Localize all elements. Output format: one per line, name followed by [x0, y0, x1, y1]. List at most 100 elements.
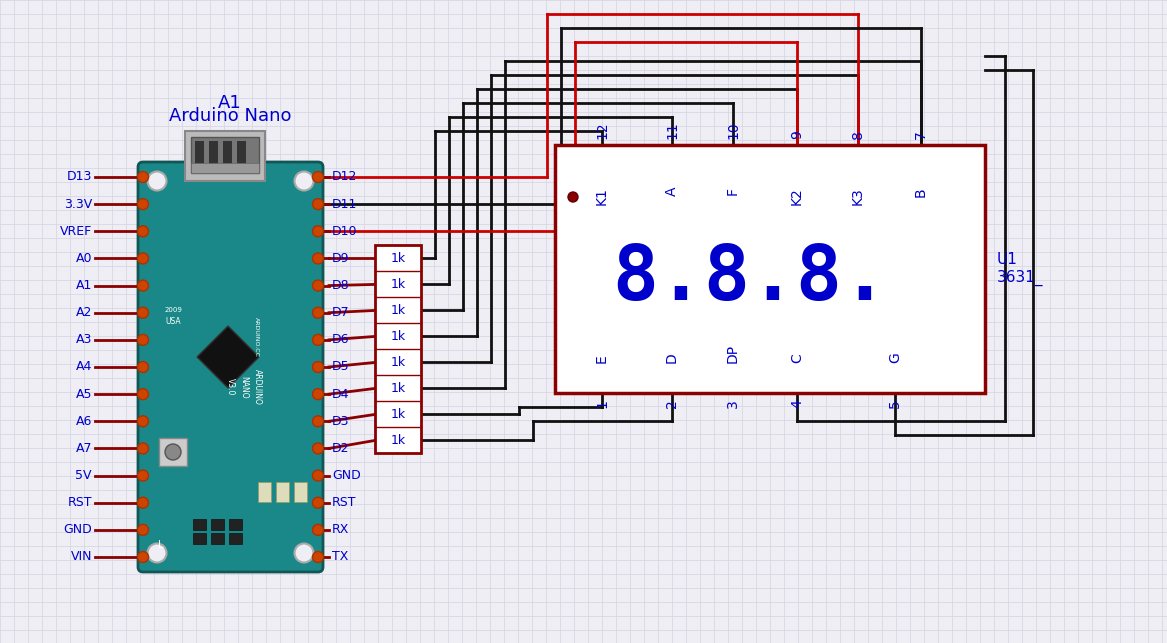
Text: D5: D5 [331, 361, 350, 374]
Text: TX: TX [331, 550, 349, 563]
Circle shape [138, 388, 148, 400]
Circle shape [138, 199, 148, 210]
Text: 2: 2 [665, 399, 679, 408]
Text: A7: A7 [76, 442, 92, 455]
Circle shape [313, 280, 323, 291]
Circle shape [313, 199, 323, 210]
Polygon shape [197, 326, 259, 388]
Text: G: G [888, 352, 902, 363]
Text: 4: 4 [790, 399, 804, 408]
Text: 1k: 1k [391, 252, 406, 265]
Circle shape [313, 361, 323, 372]
Bar [229, 533, 242, 544]
Circle shape [138, 172, 148, 183]
Text: 7: 7 [914, 131, 928, 139]
Bar [375, 246, 421, 453]
Text: B: B [914, 187, 928, 197]
Bar [229, 519, 242, 530]
Circle shape [313, 416, 323, 427]
Text: A1: A1 [218, 94, 242, 112]
Circle shape [138, 443, 148, 454]
Circle shape [568, 192, 578, 202]
Circle shape [147, 543, 167, 563]
Bar [193, 519, 207, 530]
Bar [193, 533, 207, 544]
Text: D4: D4 [331, 388, 349, 401]
Circle shape [313, 172, 323, 183]
Bar [191, 137, 259, 173]
Circle shape [165, 444, 181, 460]
Text: D10: D10 [331, 225, 357, 238]
Text: 9: 9 [790, 130, 804, 139]
Bar [195, 141, 204, 167]
Text: 5V: 5V [76, 469, 92, 482]
Text: A4: A4 [76, 361, 92, 374]
Text: USA: USA [166, 318, 181, 327]
FancyBboxPatch shape [138, 162, 323, 572]
Bar [211, 533, 224, 544]
Circle shape [147, 172, 167, 190]
Circle shape [313, 388, 323, 400]
Text: U1
3631_: U1 3631_ [997, 252, 1043, 285]
Text: A1: A1 [76, 279, 92, 292]
Text: 11: 11 [665, 122, 679, 139]
Circle shape [313, 497, 323, 508]
Circle shape [313, 552, 323, 563]
Text: RX: RX [331, 523, 349, 536]
Text: A0: A0 [76, 252, 92, 265]
Bar [294, 482, 307, 502]
Text: VREF: VREF [60, 225, 92, 238]
Text: RST: RST [331, 496, 356, 509]
Text: A: A [665, 187, 679, 197]
Circle shape [294, 543, 314, 563]
Text: GND: GND [331, 469, 361, 482]
Text: 1k: 1k [391, 434, 406, 447]
Circle shape [138, 307, 148, 318]
Text: 10: 10 [726, 122, 740, 139]
Circle shape [138, 280, 148, 291]
Text: ARDUINO
NANO
V3.0: ARDUINO NANO V3.0 [226, 369, 261, 405]
Text: F: F [726, 187, 740, 195]
Text: D3: D3 [331, 415, 349, 428]
Circle shape [313, 307, 323, 318]
Text: 3.3V: 3.3V [64, 197, 92, 211]
Circle shape [138, 361, 148, 372]
Text: E: E [595, 354, 609, 363]
Bar [191, 163, 259, 173]
Text: C: C [790, 353, 804, 363]
Bar [555, 145, 985, 393]
Circle shape [138, 470, 148, 481]
Circle shape [294, 172, 314, 190]
Text: A5: A5 [76, 388, 92, 401]
Text: VIN: VIN [70, 550, 92, 563]
Text: ARDUINO.CC: ARDUINO.CC [253, 317, 259, 357]
Circle shape [313, 443, 323, 454]
Circle shape [138, 334, 148, 345]
Text: K3: K3 [851, 187, 865, 204]
Text: D11: D11 [331, 197, 357, 211]
Text: 1k: 1k [391, 330, 406, 343]
Text: D7: D7 [331, 306, 350, 319]
Text: 3: 3 [726, 399, 740, 408]
Circle shape [313, 334, 323, 345]
Bar [277, 482, 289, 502]
Text: 1k: 1k [391, 278, 406, 291]
Text: 1: 1 [595, 399, 609, 408]
Text: RST: RST [68, 496, 92, 509]
Text: 8.8.8.: 8.8.8. [612, 242, 888, 316]
Text: D6: D6 [331, 333, 349, 347]
Text: K2: K2 [790, 187, 804, 204]
Text: 12: 12 [595, 122, 609, 139]
Text: A6: A6 [76, 415, 92, 428]
Circle shape [313, 253, 323, 264]
Text: D13: D13 [67, 170, 92, 183]
Bar [209, 141, 218, 167]
Bar [223, 141, 232, 167]
Text: A3: A3 [76, 333, 92, 347]
Text: A2: A2 [76, 306, 92, 319]
Text: 5: 5 [888, 399, 902, 408]
Text: GND: GND [63, 523, 92, 536]
Text: D: D [665, 352, 679, 363]
Circle shape [313, 470, 323, 481]
Text: 1k: 1k [391, 304, 406, 317]
